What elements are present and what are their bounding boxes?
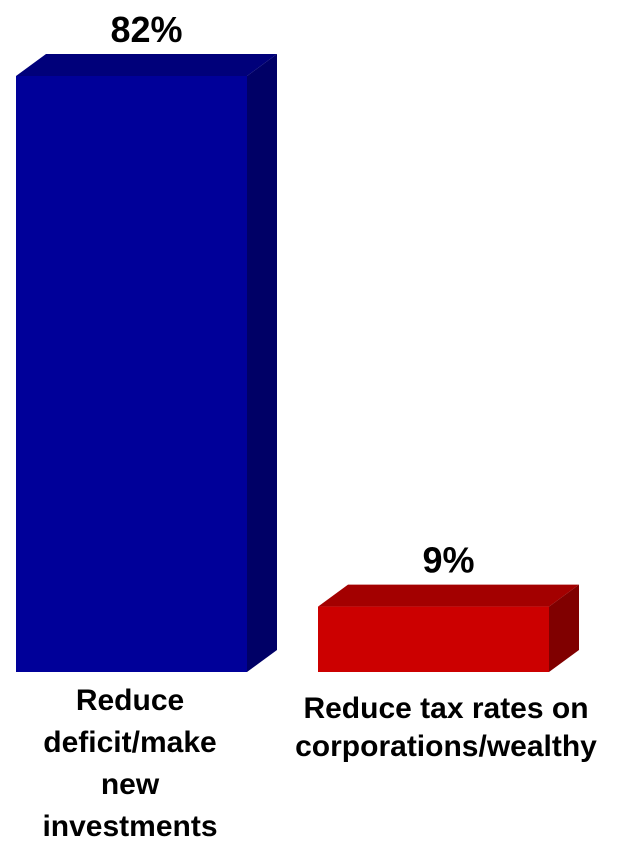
bar-front-face — [16, 76, 247, 672]
bar-top-face — [318, 584, 579, 607]
category-label-line: Reduce — [75, 684, 185, 717]
category-label-line: Reduce tax rates on — [303, 692, 589, 725]
bar-0 — [16, 54, 277, 672]
value-labels-layer: 82% 9% — [110, 9, 474, 581]
bar-front-face — [318, 606, 549, 672]
bars-layer — [16, 54, 579, 672]
value-label: 82% — [110, 9, 182, 50]
bar-top-face — [16, 54, 277, 76]
category-label-line: corporations/wealthy — [295, 730, 597, 763]
bar-1 — [318, 584, 579, 672]
value-label: 9% — [422, 540, 474, 581]
bar-side-face — [247, 54, 277, 672]
category-label-line: deficit/make — [43, 726, 217, 759]
bar-side-face — [549, 584, 579, 672]
category-label-reduce-tax-rates: Reduce tax rates on corporations/wealthy — [258, 690, 634, 766]
category-label-reduce-deficit: Reduce deficit/make new investments — [10, 680, 250, 848]
category-label-line: investments — [42, 810, 218, 843]
category-label-line: new — [100, 768, 160, 801]
